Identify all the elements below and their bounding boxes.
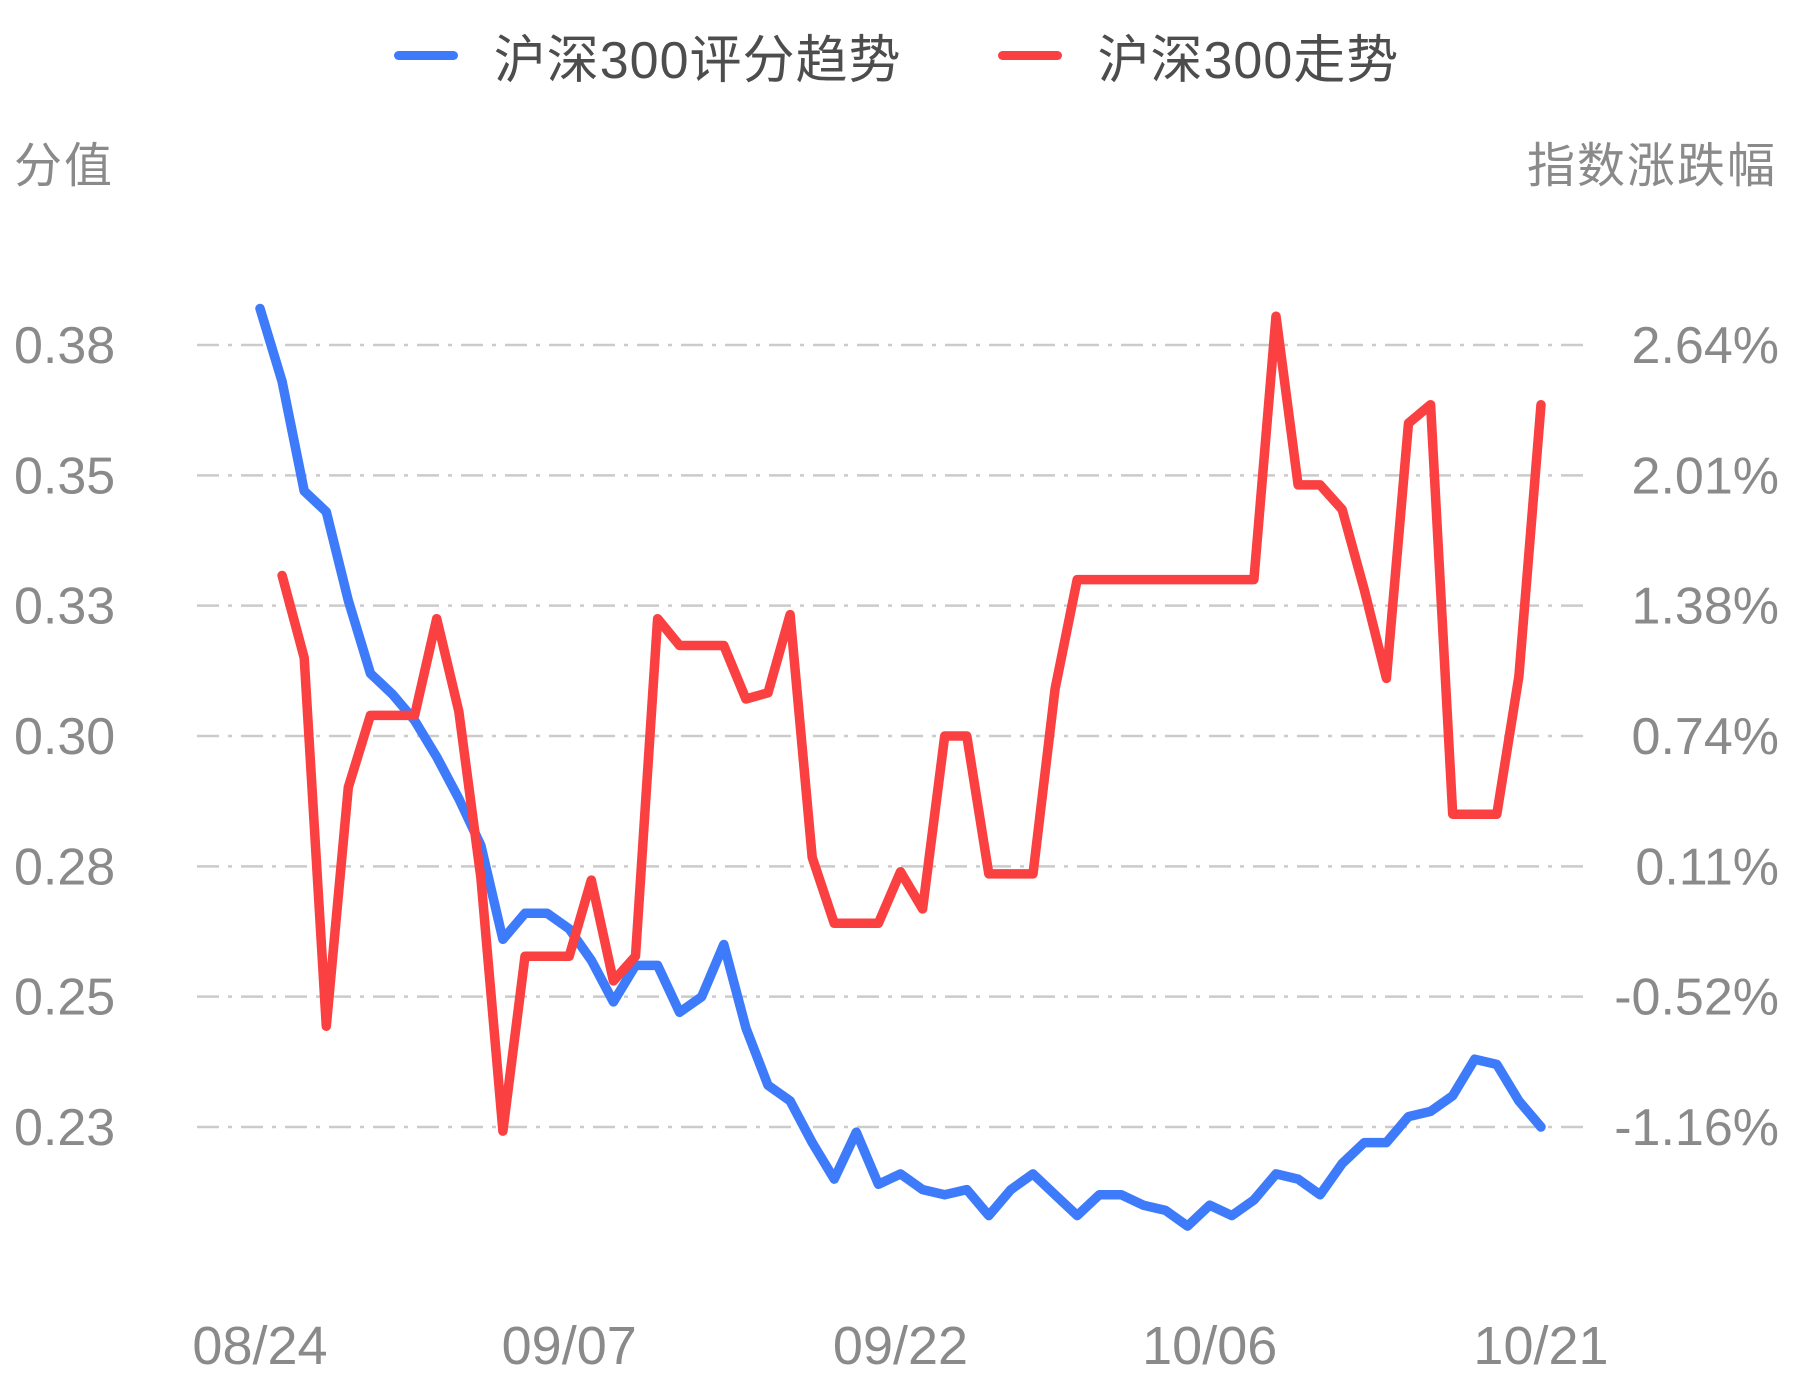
- right-axis-tick: 2.01%: [1632, 447, 1779, 505]
- gridlines: [197, 343, 1590, 1129]
- right-axis-tick: 2.64%: [1632, 317, 1779, 375]
- right-axis-tick: -0.52%: [1614, 969, 1779, 1027]
- index-line-swatch-icon: [997, 51, 1062, 60]
- left-axis-tick: 0.28: [14, 838, 115, 896]
- x-axis-labels: 08/24 09/07 09/22 10/06 10/21: [192, 1316, 1608, 1376]
- left-axis-tick-labels: 0.38 0.35 0.33 0.30 0.28 0.25 0.23: [14, 317, 115, 1157]
- legend-label-score-trend: 沪深300评分趋势: [493, 32, 902, 90]
- chart-legend: 沪深300评分趋势 沪深300走势: [0, 18, 1793, 93]
- left-axis-tick: 0.35: [14, 447, 115, 505]
- score-trend-line: [255, 303, 1546, 1231]
- left-axis-title: 分值: [14, 140, 115, 193]
- x-axis-tick: 10/06: [1142, 1316, 1277, 1376]
- index-change-line: [277, 311, 1546, 1136]
- x-axis-tick: 09/22: [833, 1316, 968, 1376]
- left-axis-tick: 0.33: [14, 578, 115, 636]
- legend-item-score-trend[interactable]: 沪深300评分趋势: [393, 18, 902, 93]
- left-axis-tick: 0.23: [14, 1099, 115, 1157]
- right-axis-tick: 0.11%: [1635, 838, 1779, 896]
- score-line-swatch-icon: [393, 51, 458, 60]
- x-axis-tick: 10/21: [1473, 1316, 1608, 1376]
- left-axis-tick: 0.30: [14, 708, 115, 766]
- left-axis-tick: 0.25: [14, 969, 115, 1027]
- x-axis-tick: 09/07: [502, 1316, 637, 1376]
- x-axis-tick: 08/24: [192, 1316, 327, 1376]
- left-axis-tick: 0.38: [14, 317, 115, 375]
- right-axis-tick: 0.74%: [1632, 708, 1779, 766]
- right-axis-title: 指数涨跌幅: [1526, 140, 1777, 193]
- legend-item-index-trend[interactable]: 沪深300走势: [997, 18, 1400, 93]
- legend-label-index-trend: 沪深300走势: [1097, 32, 1400, 90]
- right-axis-tick-labels: 2.64% 2.01% 1.38% 0.74% 0.11% -0.52% -1.16%: [1614, 317, 1779, 1157]
- right-axis-tick: -1.16%: [1614, 1099, 1779, 1157]
- right-axis-tick: 1.38%: [1632, 578, 1779, 636]
